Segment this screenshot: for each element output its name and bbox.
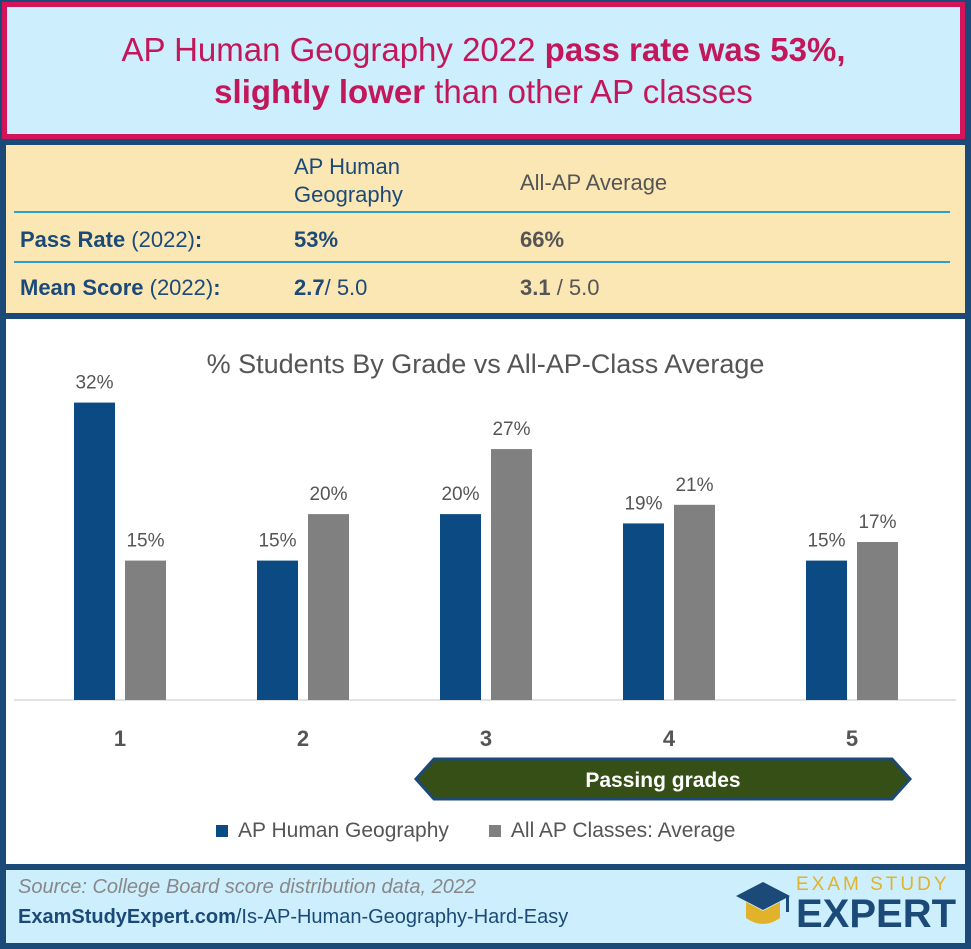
bar-avg-grade-5 <box>857 542 898 700</box>
headline-line-1: AP Human Geography 2022 pass rate was 53… <box>121 29 845 71</box>
legend-item-avg: All AP Classes: Average <box>488 819 736 843</box>
data-label-avg-grade-1: 15% <box>126 531 164 552</box>
headline-emphasis: pass rate was 53%, <box>544 30 846 68</box>
headline-box: AP Human Geography 2022 pass rate was 53… <box>2 2 965 139</box>
column-header-hg-line1: AP Human <box>294 154 400 179</box>
table-divider <box>14 261 950 263</box>
headline-text-2: than other AP classes <box>425 72 753 110</box>
bar-hg-grade-2 <box>257 560 298 700</box>
passing-grades-label: Passing grades <box>585 769 740 792</box>
data-label-hg-grade-5: 15% <box>807 531 845 552</box>
data-label-hg-grade-1: 32% <box>75 373 113 394</box>
table-divider <box>14 211 950 213</box>
data-label-hg-grade-3: 20% <box>441 484 479 505</box>
legend-label-avg: All AP Classes: Average <box>510 819 736 842</box>
chart-legend: AP Human Geography All AP Classes: Avera… <box>216 819 775 843</box>
bar-hg-grade-1 <box>74 402 115 700</box>
chart-panel: % Students By Grade vs All-AP-Class Aver… <box>6 319 965 864</box>
data-label-hg-grade-4: 19% <box>624 493 662 514</box>
chart-title: % Students By Grade vs All-AP-Class Aver… <box>206 349 765 379</box>
bar-hg-grade-3 <box>440 514 481 700</box>
bar-hg-grade-5 <box>806 560 847 700</box>
x-tick-label-5: 5 <box>846 726 858 751</box>
x-tick-label-3: 3 <box>480 726 492 751</box>
footer: Source: College Board score distribution… <box>6 870 965 943</box>
column-header-avg: All-AP Average <box>520 170 668 195</box>
x-tick-label-4: 4 <box>663 726 676 751</box>
data-label-avg-grade-5: 17% <box>858 512 896 533</box>
bar-avg-grade-3 <box>491 449 532 700</box>
row-label-pass-rate: Pass Rate (2022): <box>20 227 203 252</box>
mean-score-hg: 2.7/ 5.0 <box>294 275 368 300</box>
headline-line-2: slightly lower than other AP classes <box>214 71 753 113</box>
data-label-avg-grade-2: 20% <box>309 484 347 505</box>
bar-avg-grade-4 <box>674 504 715 700</box>
headline-text: AP Human Geography 2022 <box>121 30 545 68</box>
source-url[interactable]: ExamStudyExpert.com/Is-AP-Human-Geograph… <box>18 906 569 928</box>
legend-swatch-hg <box>216 825 228 837</box>
pass-rate-hg: 53% <box>294 227 339 252</box>
x-tick-label-2: 2 <box>297 726 309 751</box>
source-note: Source: College Board score distribution… <box>18 876 477 898</box>
stats-table: AP Human Geography All-AP Average Pass R… <box>6 145 965 313</box>
mean-score-avg: 3.1 / 5.0 <box>520 275 600 300</box>
bar-chart: 32% 15% 1 15% 20% 2 20% 27% 3 19% 21% 4 15% 17% 5 Passi… <box>14 373 956 801</box>
headline-emphasis-2: slightly lower <box>214 72 426 110</box>
logo-main-text: EXPERT <box>796 892 957 936</box>
bar-avg-grade-2 <box>308 514 349 700</box>
data-label-avg-grade-4: 21% <box>675 475 713 496</box>
bar-avg-grade-1 <box>125 560 166 700</box>
legend-label-hg: AP Human Geography <box>238 819 449 842</box>
graduation-cap-icon <box>736 882 790 924</box>
x-tick-label-1: 1 <box>114 726 126 751</box>
logo-top-text: EXAM STUDY <box>796 874 950 895</box>
row-label-mean-score: Mean Score (2022): <box>20 275 221 300</box>
column-header-hg-line2: Geography <box>294 182 403 207</box>
legend-swatch-avg <box>488 825 501 837</box>
bar-hg-grade-4 <box>623 523 664 700</box>
data-label-avg-grade-3: 27% <box>492 419 530 440</box>
column-header-hg: AP Human Geography <box>294 153 403 209</box>
passing-grades-arrow <box>413 757 913 801</box>
legend-item-hg: AP Human Geography <box>216 819 449 843</box>
data-label-hg-grade-2: 15% <box>258 531 296 552</box>
pass-rate-avg: 66% <box>520 227 565 252</box>
